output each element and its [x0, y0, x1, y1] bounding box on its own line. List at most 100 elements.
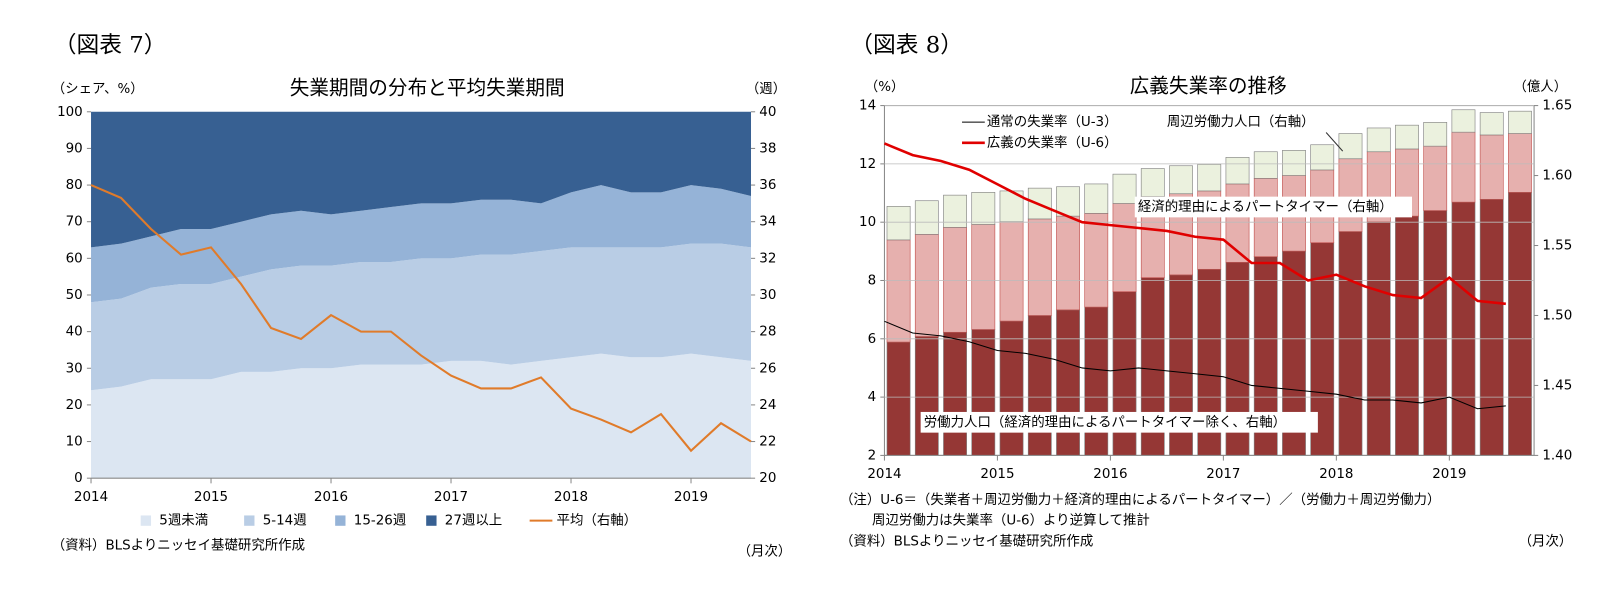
legend-swatch	[140, 515, 152, 526]
y-tick-label: 90	[66, 141, 83, 156]
y2-tick-label: 26	[759, 361, 776, 376]
bar	[971, 224, 996, 330]
bar	[1225, 157, 1250, 185]
line	[90, 184, 752, 453]
bar	[1084, 306, 1109, 456]
bar	[1056, 309, 1080, 456]
bar	[1479, 112, 1504, 136]
y2-tick-label: 1.50	[1542, 308, 1572, 323]
line	[884, 320, 1506, 410]
y-axis-unit: （シェア、%）	[52, 82, 144, 97]
y2-tick-label: 40	[759, 105, 776, 120]
x-tick-label: 2016	[314, 490, 348, 505]
bar	[1084, 183, 1109, 214]
y2-axis-unit: （億人）	[1513, 79, 1567, 95]
x-tick-label: 2014	[867, 467, 901, 482]
line	[883, 142, 1506, 306]
x-tick-label: 2015	[980, 467, 1014, 482]
y-tick-label: 2	[868, 448, 877, 463]
bar	[1451, 131, 1476, 203]
x-axis-unit: （月次）	[738, 544, 792, 560]
label-box	[1134, 196, 1413, 218]
bar	[1338, 231, 1363, 456]
area	[91, 353, 752, 479]
bar	[1451, 201, 1476, 456]
label-box	[1163, 111, 1317, 133]
bar	[1423, 210, 1448, 456]
figure-label: （図表 8）	[850, 33, 963, 59]
bar	[1112, 203, 1137, 292]
legend-swatch	[335, 515, 346, 526]
bar	[943, 331, 967, 456]
bar	[1253, 178, 1278, 258]
y-tick-label: 80	[66, 178, 83, 193]
figure-label: （図表 7）	[54, 33, 167, 59]
note: （注）U-6＝（失業者＋周辺労働力＋経済的理由によるパートタイマー）／（労働力＋…	[840, 492, 1440, 508]
y-tick-label: 10	[859, 215, 876, 230]
chart-title: 広義失業率の推移	[1130, 74, 1287, 97]
y-tick-label: 40	[66, 325, 83, 340]
x-tick-label: 2014	[74, 490, 108, 505]
y2-tick-label: 1.65	[1542, 99, 1572, 114]
legend-swatch	[426, 515, 437, 526]
bar	[1508, 110, 1532, 134]
series-label: 労働力人口（経済的理由によるパートタイマー除く、右軸）	[924, 414, 1286, 430]
legend-label: 5週未満	[159, 513, 208, 529]
y2-tick-label: 20	[759, 471, 776, 486]
x-tick-label: 2017	[434, 490, 468, 505]
bar	[1310, 144, 1335, 171]
bar	[1423, 145, 1448, 211]
bar	[971, 192, 996, 225]
bar	[1479, 199, 1504, 456]
y-tick-label: 30	[66, 361, 83, 376]
y-tick-label: 0	[74, 471, 83, 486]
y2-tick-label: 22	[759, 435, 776, 450]
y2-tick-label: 1.45	[1542, 378, 1572, 393]
bar	[999, 320, 1024, 456]
bar	[1338, 133, 1363, 160]
bar	[1027, 218, 1052, 316]
x-tick-label: 2018	[554, 490, 588, 505]
x-tick-label: 2019	[1432, 467, 1466, 482]
note: （資料）BLSよりニッセイ基礎研究所作成	[840, 532, 1093, 549]
legend-label: 15-26週	[354, 513, 406, 529]
y2-tick-label: 1.55	[1542, 239, 1572, 254]
y2-tick-label: 28	[759, 325, 776, 340]
y-tick-label: 100	[57, 105, 83, 120]
legend-label: 平均（右軸）	[557, 513, 638, 529]
bar	[1395, 215, 1419, 456]
bar	[1253, 151, 1278, 179]
y2-tick-label: 24	[759, 398, 776, 413]
bar	[1056, 215, 1080, 311]
legend-label: 通常の失業率（U-3）	[987, 113, 1118, 130]
bar	[914, 234, 939, 337]
y2-tick-label: 36	[759, 178, 776, 193]
bar	[1423, 122, 1448, 147]
bar	[1395, 124, 1419, 150]
x-tick-label: 2016	[1093, 467, 1127, 482]
y-tick-label: 10	[66, 435, 83, 450]
bar	[1112, 173, 1137, 204]
bar	[1169, 165, 1193, 195]
bar	[943, 194, 967, 228]
label-arrow	[1325, 132, 1344, 152]
y2-tick-label: 1.40	[1542, 448, 1572, 463]
bar	[886, 206, 911, 241]
area	[91, 111, 752, 248]
y2-tick-label: 34	[759, 215, 776, 230]
y2-tick-label: 30	[759, 288, 776, 303]
x-tick-label: 2015	[194, 490, 228, 505]
legend-label: 27週以上	[445, 513, 502, 529]
bar	[886, 341, 911, 456]
bar	[1027, 315, 1052, 456]
bar	[1479, 134, 1504, 200]
legend-label: 5-14週	[263, 513, 307, 529]
y2-axis-unit: （週）	[746, 81, 786, 97]
x-tick-label: 2018	[1319, 467, 1353, 482]
y2-tick-label: 1.60	[1542, 169, 1572, 184]
note: 周辺労働力は失業率（U-6）より逆算して推計	[872, 512, 1150, 529]
y-tick-label: 60	[66, 251, 83, 266]
bar	[1508, 133, 1532, 193]
chart-title: 失業期間の分布と平均失業期間	[290, 77, 565, 100]
